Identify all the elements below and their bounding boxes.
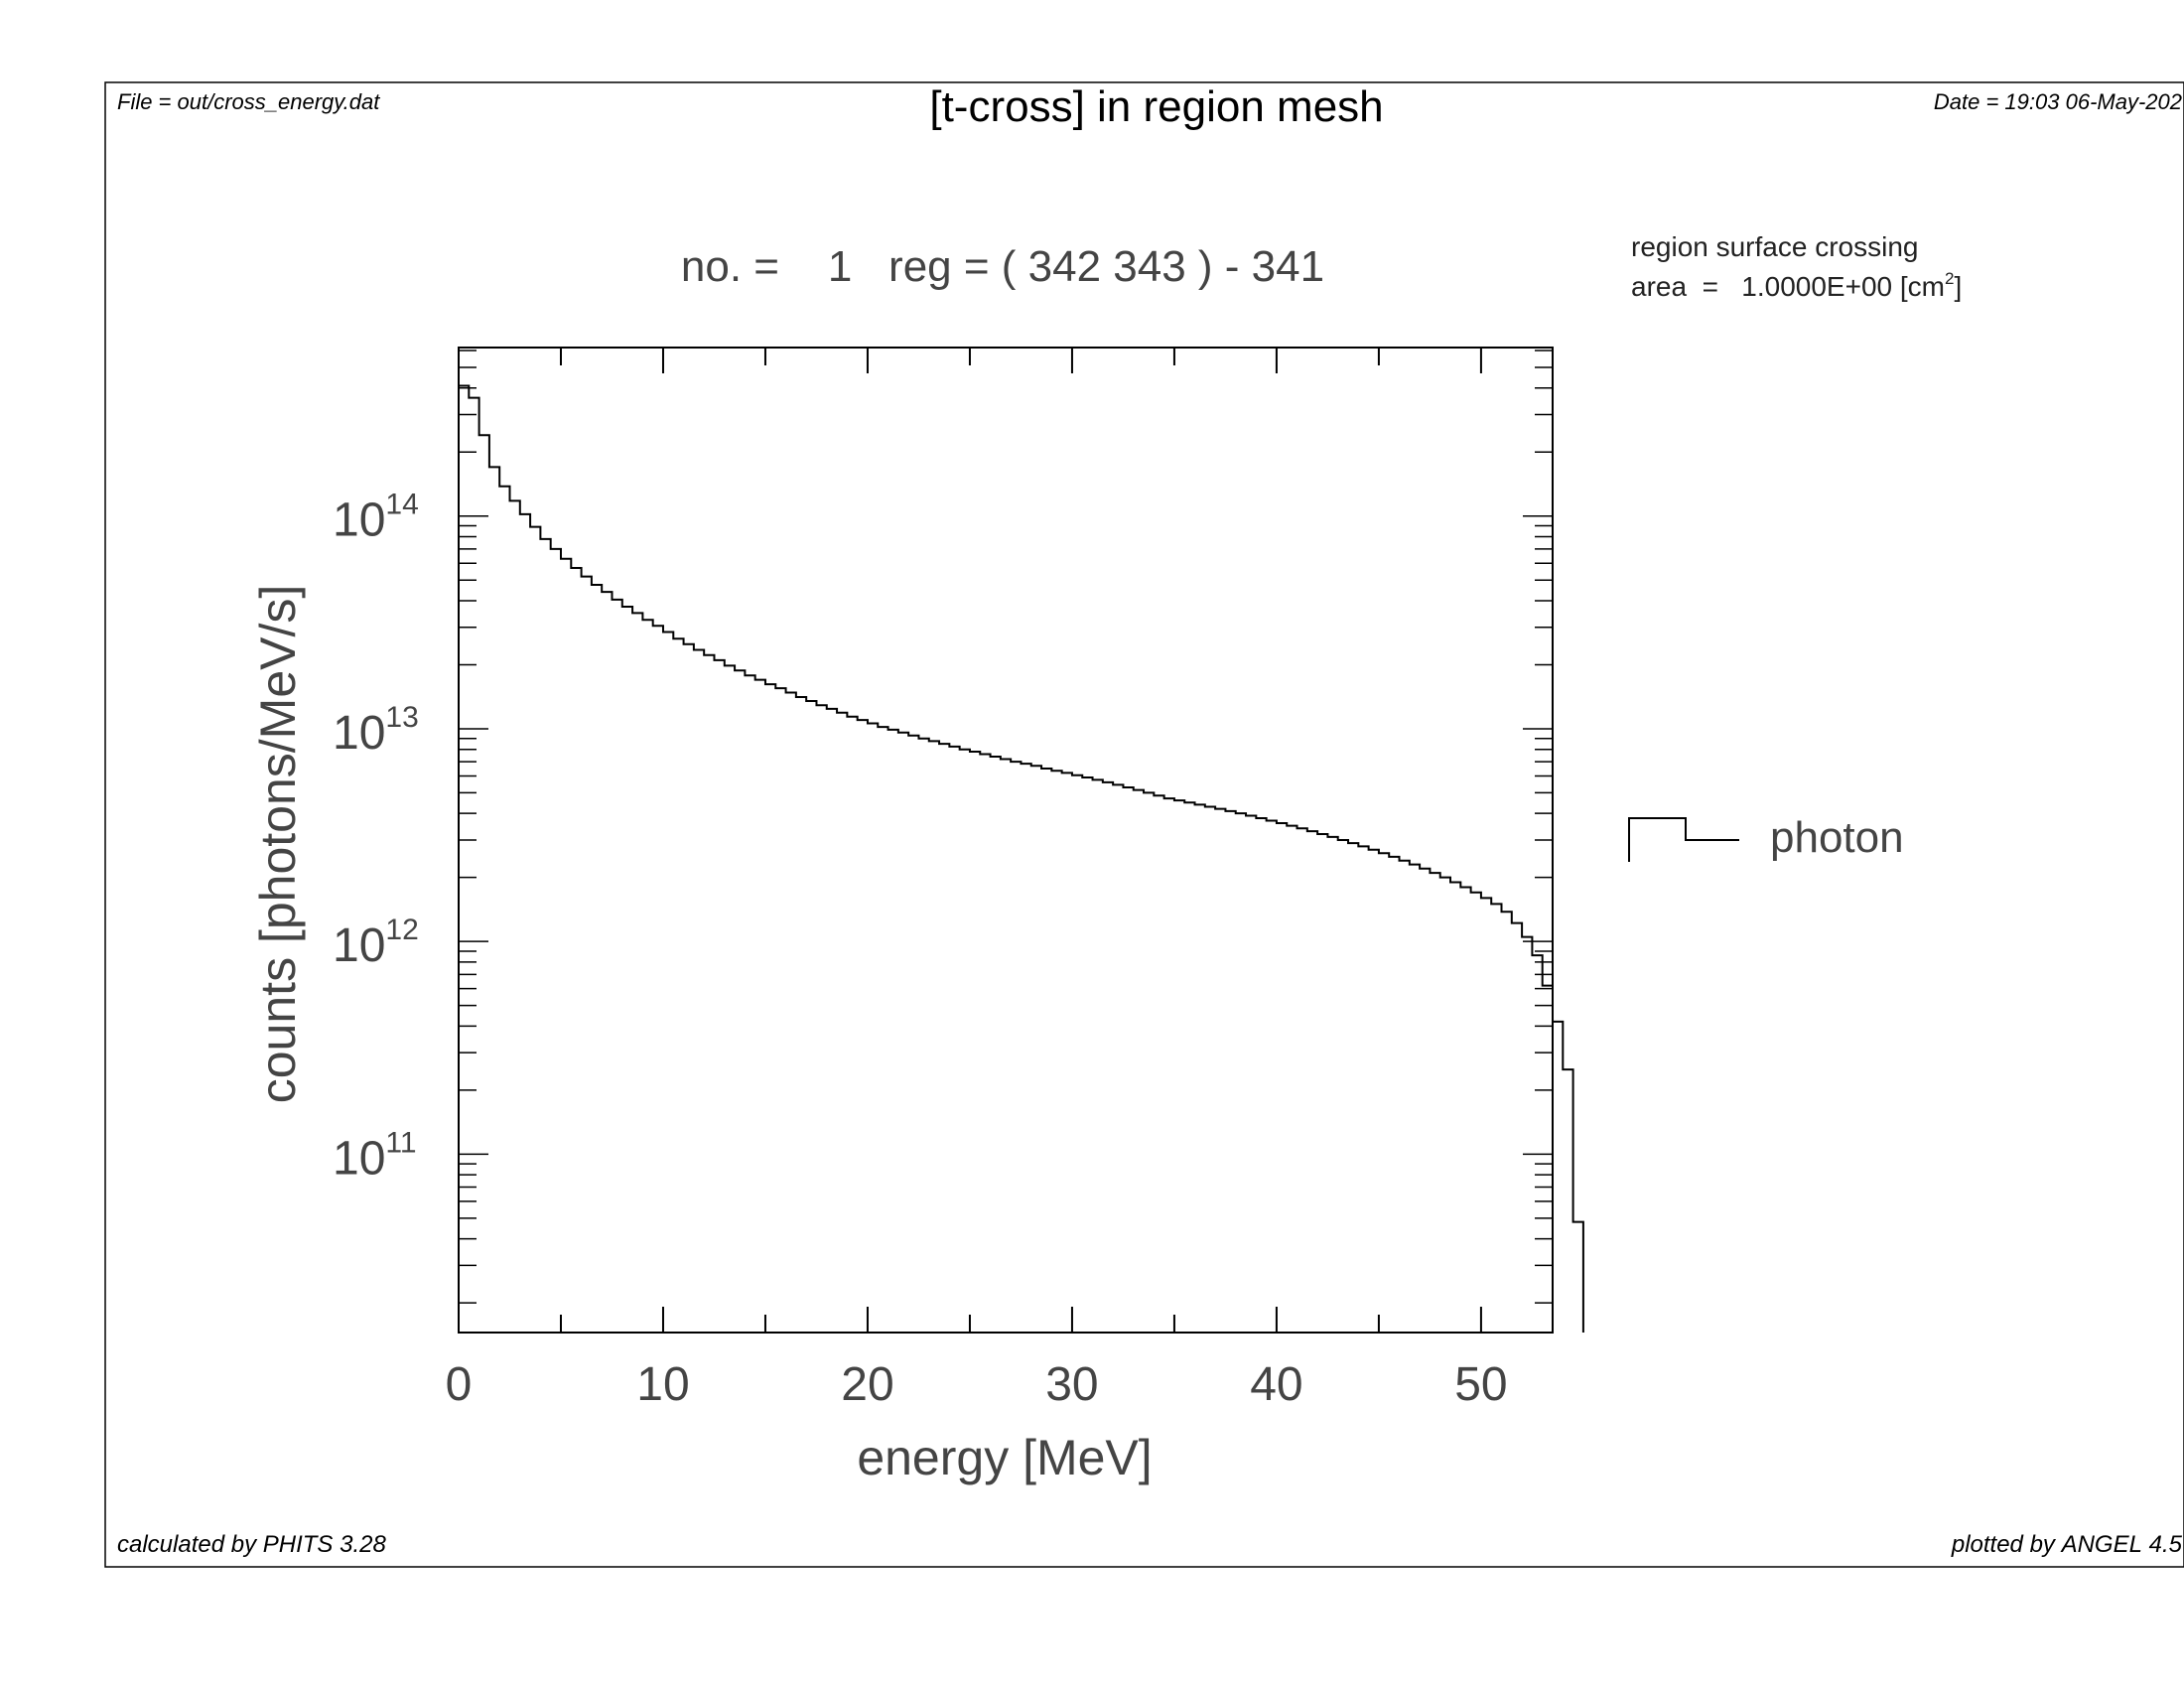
calculated-by: calculated by PHITS 3.28: [117, 1531, 386, 1558]
y-tick-label-exp: 14: [385, 489, 418, 521]
legend: photon: [1628, 813, 1904, 862]
x-tick-label: 30: [1045, 1358, 1098, 1411]
calculated-by-code: PHITS: [263, 1531, 334, 1558]
y-tick-label-exp: 13: [385, 701, 418, 734]
y-tick-label-base: 10: [333, 919, 385, 972]
calculated-by-prefix: calculated by: [117, 1531, 263, 1558]
series-line-photon: [458, 384, 1584, 1333]
y-axis-label: counts [photons/MeV/s]: [250, 585, 306, 1104]
date-label: Date = 19:03 06-May-202: [1934, 89, 2182, 114]
y-tick-label: 1012: [333, 914, 419, 972]
y-tick-label-base: 10: [333, 1132, 385, 1185]
y-tick-label-exp: 11: [385, 1126, 416, 1159]
plotted-by-version: 4.5: [2142, 1531, 2183, 1558]
file-label: File = out/cross_energy.dat: [117, 89, 380, 114]
info-line-1: region surface crossing: [1631, 231, 1918, 262]
x-tick-label: 40: [1250, 1358, 1302, 1411]
info-line-2: area = 1.0000E+00 [cm2]: [1631, 269, 1962, 302]
calculated-by-version: 3.28: [333, 1531, 386, 1558]
legend-label-photon: photon: [1770, 813, 1904, 862]
y-tick-label-exp: 12: [385, 914, 418, 946]
y-tick-label-base: 10: [333, 494, 385, 547]
x-tick-label: 10: [636, 1358, 689, 1411]
plotted-by: plotted by ANGEL 4.5: [1951, 1531, 2183, 1558]
x-tick-labels: 0 10 20 30 40 50: [446, 1358, 1508, 1411]
y-tick-label: 1011: [333, 1126, 417, 1185]
plotted-by-prefix: plotted by: [1951, 1531, 2062, 1558]
info-line-2-text: area = 1.0000E+00 [cm: [1631, 271, 1945, 302]
x-tick-label: 20: [841, 1358, 893, 1411]
x-tick-label: 0: [446, 1358, 473, 1411]
plot-frame: [458, 347, 1554, 1334]
y-tick-label: 1013: [333, 701, 419, 760]
legend-swatch-photon: [1628, 817, 1739, 862]
page-title: [t-cross] in region mesh: [929, 82, 1383, 131]
y-tick-label: 1014: [333, 489, 419, 547]
x-tick-label: 50: [1454, 1358, 1507, 1411]
info-line-2-end: ]: [1954, 271, 1962, 302]
axis-ticks: [458, 348, 1553, 1333]
chart-title: no. = 1 reg = ( 342 343 ) - 341: [681, 242, 1324, 291]
page-frame: [104, 81, 2184, 1568]
series-photon: [458, 384, 1584, 1333]
info-line-2-sup: 2: [1945, 269, 1954, 288]
y-tick-label-base: 10: [333, 707, 385, 760]
plotted-by-code: ANGEL: [2060, 1531, 2142, 1558]
x-axis-label: energy [MeV]: [857, 1430, 1152, 1485]
